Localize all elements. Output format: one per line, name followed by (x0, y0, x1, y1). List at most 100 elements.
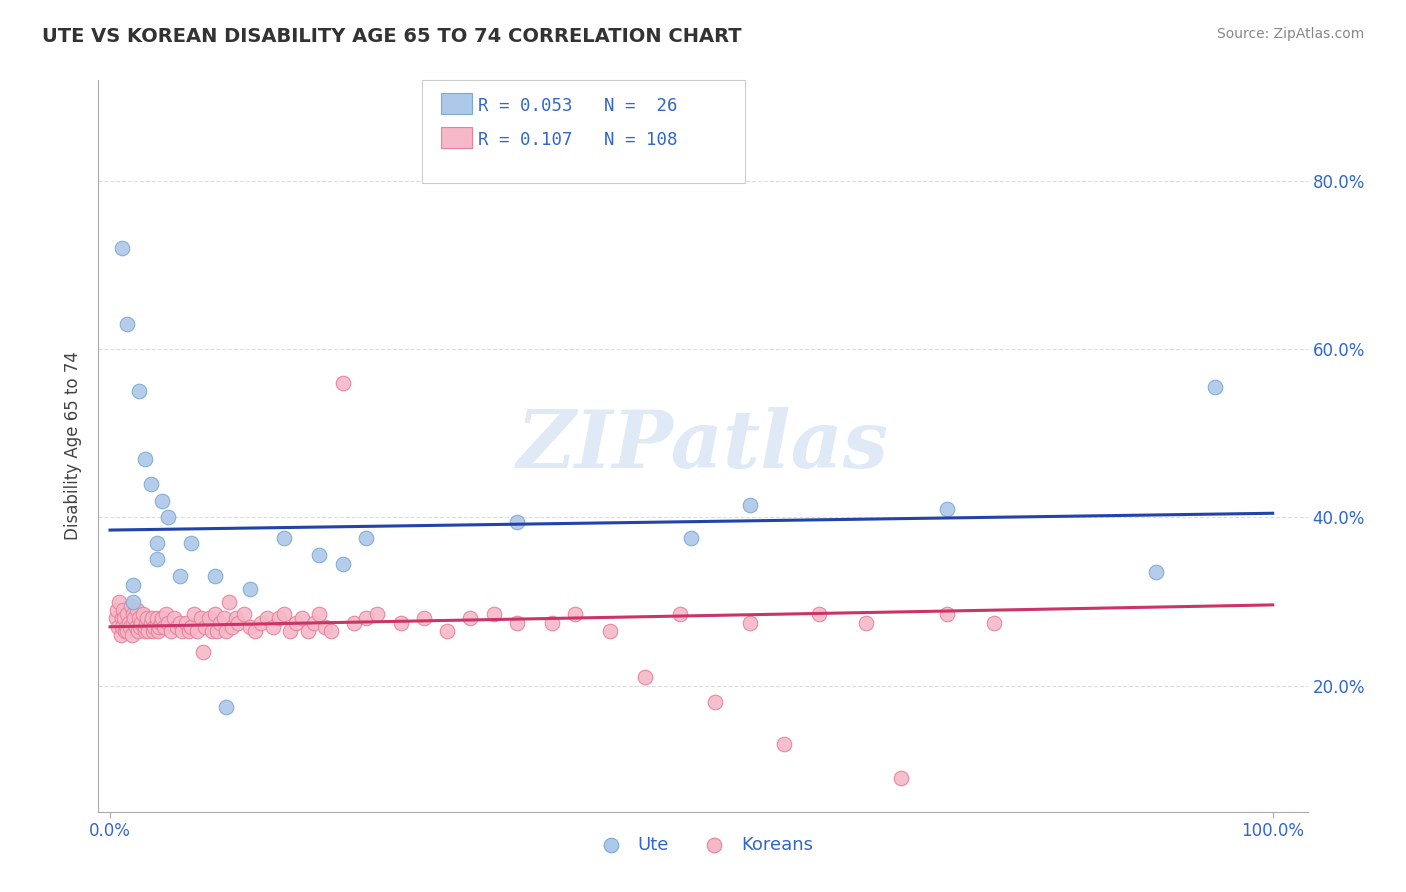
Text: ZIPatlas: ZIPatlas (517, 408, 889, 484)
Point (482, 607, 505, 622)
Point (291, 611, 314, 625)
Point (135, 615, 157, 630)
Point (163, 611, 186, 625)
Point (128, 611, 150, 625)
Point (460, 611, 482, 625)
Point (194, 620, 217, 634)
Point (668, 607, 690, 622)
Y-axis label: Disability Age 65 to 74: Disability Age 65 to 74 (65, 351, 83, 541)
Point (174, 615, 197, 630)
Point (343, 615, 366, 630)
Point (134, 624, 156, 638)
Point (738, 498, 761, 512)
Point (159, 624, 181, 638)
Point (936, 607, 959, 622)
Point (122, 578, 145, 592)
Point (262, 620, 284, 634)
Point (145, 552, 167, 566)
Point (389, 615, 412, 630)
Point (122, 607, 145, 622)
Point (239, 582, 262, 596)
Point (155, 607, 177, 622)
Point (250, 615, 273, 630)
Point (204, 607, 226, 622)
Point (114, 624, 136, 638)
Point (121, 628, 143, 642)
Point (890, 771, 912, 785)
Point (148, 620, 170, 634)
Point (314, 620, 336, 634)
Point (180, 620, 202, 634)
Point (118, 620, 141, 634)
Point (332, 557, 354, 571)
Point (139, 476, 162, 491)
Point (124, 611, 146, 625)
Point (354, 611, 377, 625)
Point (145, 615, 167, 630)
Point (308, 549, 330, 563)
Point (105, 603, 128, 617)
Point (245, 624, 267, 638)
Point (150, 493, 173, 508)
Point (117, 317, 139, 331)
Point (297, 624, 319, 638)
Point (145, 611, 167, 625)
Point (703, 695, 725, 709)
Point (855, 615, 877, 630)
Point (302, 615, 325, 630)
Point (983, 615, 1005, 630)
Point (936, 502, 959, 516)
Point (112, 611, 135, 625)
Point (215, 624, 238, 638)
Point (413, 611, 436, 625)
Point (157, 510, 180, 524)
Point (212, 611, 235, 625)
Point (226, 615, 249, 630)
Point (118, 615, 141, 630)
Point (169, 615, 191, 630)
Point (1144, 565, 1167, 579)
Point (201, 624, 224, 638)
Point (186, 624, 208, 638)
Point (204, 569, 226, 583)
Point (107, 620, 129, 634)
Point (436, 624, 458, 638)
Text: UTE VS KOREAN DISABILITY AGE 65 TO 74 CORRELATION CHART: UTE VS KOREAN DISABILITY AGE 65 TO 74 CO… (42, 27, 742, 45)
Point (131, 607, 153, 622)
Point (190, 611, 212, 625)
Point (108, 594, 131, 608)
Point (773, 738, 796, 752)
Text: R = 0.107   N = 108: R = 0.107 N = 108 (478, 131, 678, 149)
Point (1204, 380, 1226, 394)
Point (183, 607, 205, 622)
Point (634, 670, 657, 684)
Legend: Ute, Koreans: Ute, Koreans (585, 829, 821, 861)
Point (273, 607, 295, 622)
Point (138, 624, 160, 638)
Point (146, 624, 169, 638)
Point (111, 611, 134, 625)
Point (354, 532, 377, 546)
Point (332, 376, 354, 390)
Point (104, 611, 127, 625)
Point (142, 624, 165, 638)
Point (366, 607, 388, 622)
Point (180, 535, 202, 549)
Point (169, 569, 191, 583)
Point (808, 607, 831, 622)
Point (209, 615, 232, 630)
Point (128, 384, 150, 399)
Point (117, 607, 139, 622)
Point (145, 535, 167, 549)
Point (506, 615, 529, 630)
Point (152, 620, 174, 634)
Point (191, 645, 214, 659)
Point (540, 615, 562, 630)
Point (198, 611, 221, 625)
Point (122, 615, 145, 630)
Point (150, 611, 173, 625)
Point (134, 451, 156, 466)
Point (319, 624, 342, 638)
Point (205, 624, 228, 638)
Point (599, 624, 621, 638)
